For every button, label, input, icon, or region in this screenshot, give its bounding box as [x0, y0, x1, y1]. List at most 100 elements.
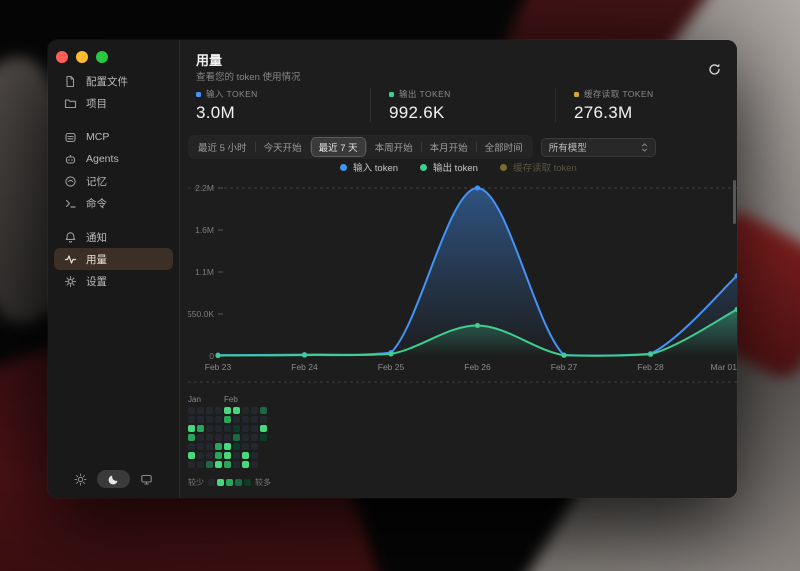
activity-heatmap: Jan Feb 较少 较多	[188, 395, 271, 488]
heatmap-cell[interactable]	[215, 443, 222, 450]
heatmap-cell[interactable]	[251, 452, 258, 459]
heatmap-cell[interactable]	[233, 416, 240, 423]
heatmap-cell[interactable]	[215, 461, 222, 468]
heatmap-cell[interactable]	[260, 416, 267, 423]
minimize-button[interactable]	[76, 51, 88, 63]
time-range-button[interactable]: 最近 7 天	[310, 137, 366, 157]
sidebar-item-terminal[interactable]: 命令	[54, 192, 173, 214]
heatmap-scale-cell	[226, 479, 233, 486]
heatmap-cell[interactable]	[224, 416, 231, 423]
heatmap-cell[interactable]	[197, 425, 204, 432]
heatmap-cell[interactable]	[197, 461, 204, 468]
heatmap-cell[interactable]	[188, 434, 195, 441]
theme-toggle	[58, 468, 169, 490]
heatmap-cell[interactable]	[224, 452, 231, 459]
legend-item[interactable]: 输出 token	[420, 160, 478, 174]
sidebar-item-file[interactable]: 配置文件	[54, 70, 173, 92]
model-select[interactable]: 所有模型	[540, 137, 656, 157]
sidebar-item-label: 命令	[86, 197, 107, 210]
heatmap-cell[interactable]	[197, 443, 204, 450]
heatmap-cell[interactable]	[224, 443, 231, 450]
heatmap-cell[interactable]	[215, 425, 222, 432]
sidebar-item-bot[interactable]: Agents	[54, 148, 173, 170]
heatmap-cell[interactable]	[224, 425, 231, 432]
heatmap-cell[interactable]	[251, 434, 258, 441]
sidebar-item-gear[interactable]: 设置	[54, 270, 173, 292]
legend-item[interactable]: 缓存读取 token	[499, 160, 577, 174]
legend-item[interactable]: 输入 token	[340, 160, 398, 174]
heatmap-cell[interactable]	[233, 452, 240, 459]
stat-dot	[196, 91, 201, 97]
heatmap-cell[interactable]	[215, 452, 222, 459]
heatmap-scale-cell	[208, 479, 215, 486]
heatmap-cell[interactable]	[233, 461, 240, 468]
heatmap-cell[interactable]	[242, 416, 249, 423]
heatmap-cell[interactable]	[260, 407, 267, 414]
heatmap-cell[interactable]	[215, 434, 222, 441]
page-title: 用量	[196, 53, 223, 68]
refresh-button[interactable]	[705, 60, 723, 78]
time-range-button[interactable]: 今天开始	[263, 143, 302, 154]
heatmap-cell[interactable]	[197, 452, 204, 459]
time-range-button[interactable]: 本周开始	[374, 143, 413, 154]
heatmap-cell[interactable]	[197, 416, 204, 423]
theme-light-button[interactable]	[64, 470, 97, 488]
theme-system-button[interactable]	[130, 470, 163, 488]
heatmap-cell[interactable]	[242, 452, 249, 459]
heatmap-cell[interactable]	[197, 434, 204, 441]
heatmap-cell[interactable]	[206, 452, 213, 459]
sidebar-item-activity[interactable]: 用量	[54, 248, 173, 270]
heatmap-cell[interactable]	[233, 425, 240, 432]
heatmap-cell[interactable]	[251, 425, 258, 432]
sidebar-item-folder[interactable]: 项目	[54, 92, 173, 114]
heatmap-cell[interactable]	[260, 434, 267, 441]
sidebar-item-bell[interactable]: 通知	[54, 226, 173, 248]
heatmap-cell[interactable]	[242, 443, 249, 450]
time-range-button[interactable]: 全部时间	[484, 143, 523, 154]
zoom-button[interactable]	[96, 51, 108, 63]
stat-input-tokens: 输入 TOKEN 3.0M	[180, 88, 370, 122]
heatmap-cell[interactable]	[224, 434, 231, 441]
heatmap-cell[interactable]	[206, 434, 213, 441]
heatmap-cell[interactable]	[260, 425, 267, 432]
heatmap-cell[interactable]	[251, 443, 258, 450]
heatmap-cell[interactable]	[251, 461, 258, 468]
heatmap-cell[interactable]	[206, 443, 213, 450]
heatmap-cell[interactable]	[215, 416, 222, 423]
sidebar-item-server[interactable]: MCP	[54, 126, 173, 148]
heatmap-month-labels: Jan Feb	[188, 395, 271, 405]
heatmap-cell[interactable]	[242, 407, 249, 414]
heatmap-cell[interactable]	[206, 425, 213, 432]
scrollbar[interactable]	[733, 180, 736, 224]
heatmap-cell[interactable]	[251, 407, 258, 414]
heatmap-cell[interactable]	[188, 452, 195, 459]
heatmap-scale-cell	[244, 479, 251, 486]
svg-text:550.0K: 550.0K	[188, 309, 214, 319]
time-range-button[interactable]: 本月开始	[429, 143, 468, 154]
heatmap-cell[interactable]	[188, 416, 195, 423]
heatmap-cell[interactable]	[188, 461, 195, 468]
heatmap-cell[interactable]	[206, 416, 213, 423]
heatmap-cell[interactable]	[233, 443, 240, 450]
heatmap-cell[interactable]	[188, 407, 195, 414]
heatmap-cell[interactable]	[215, 407, 222, 414]
heatmap-cell[interactable]	[188, 443, 195, 450]
heatmap-cell[interactable]	[206, 407, 213, 414]
heatmap-cell[interactable]	[197, 407, 204, 414]
time-range-button[interactable]: 最近 5 小时	[198, 143, 247, 154]
sidebar-item-memory[interactable]: 记忆	[54, 170, 173, 192]
heatmap-cell[interactable]	[242, 425, 249, 432]
heatmap-cell[interactable]	[224, 407, 231, 414]
heatmap-cell[interactable]	[233, 434, 240, 441]
heatmap-month-label: Feb	[224, 395, 238, 404]
theme-dark-button[interactable]	[97, 470, 130, 488]
heatmap-cell[interactable]	[233, 407, 240, 414]
heatmap-cell[interactable]	[242, 461, 249, 468]
file-icon	[66, 75, 75, 87]
heatmap-cell[interactable]	[251, 416, 258, 423]
close-button[interactable]	[56, 51, 68, 63]
heatmap-cell[interactable]	[242, 434, 249, 441]
heatmap-cell[interactable]	[188, 425, 195, 432]
heatmap-cell[interactable]	[224, 461, 231, 468]
heatmap-cell[interactable]	[206, 461, 213, 468]
